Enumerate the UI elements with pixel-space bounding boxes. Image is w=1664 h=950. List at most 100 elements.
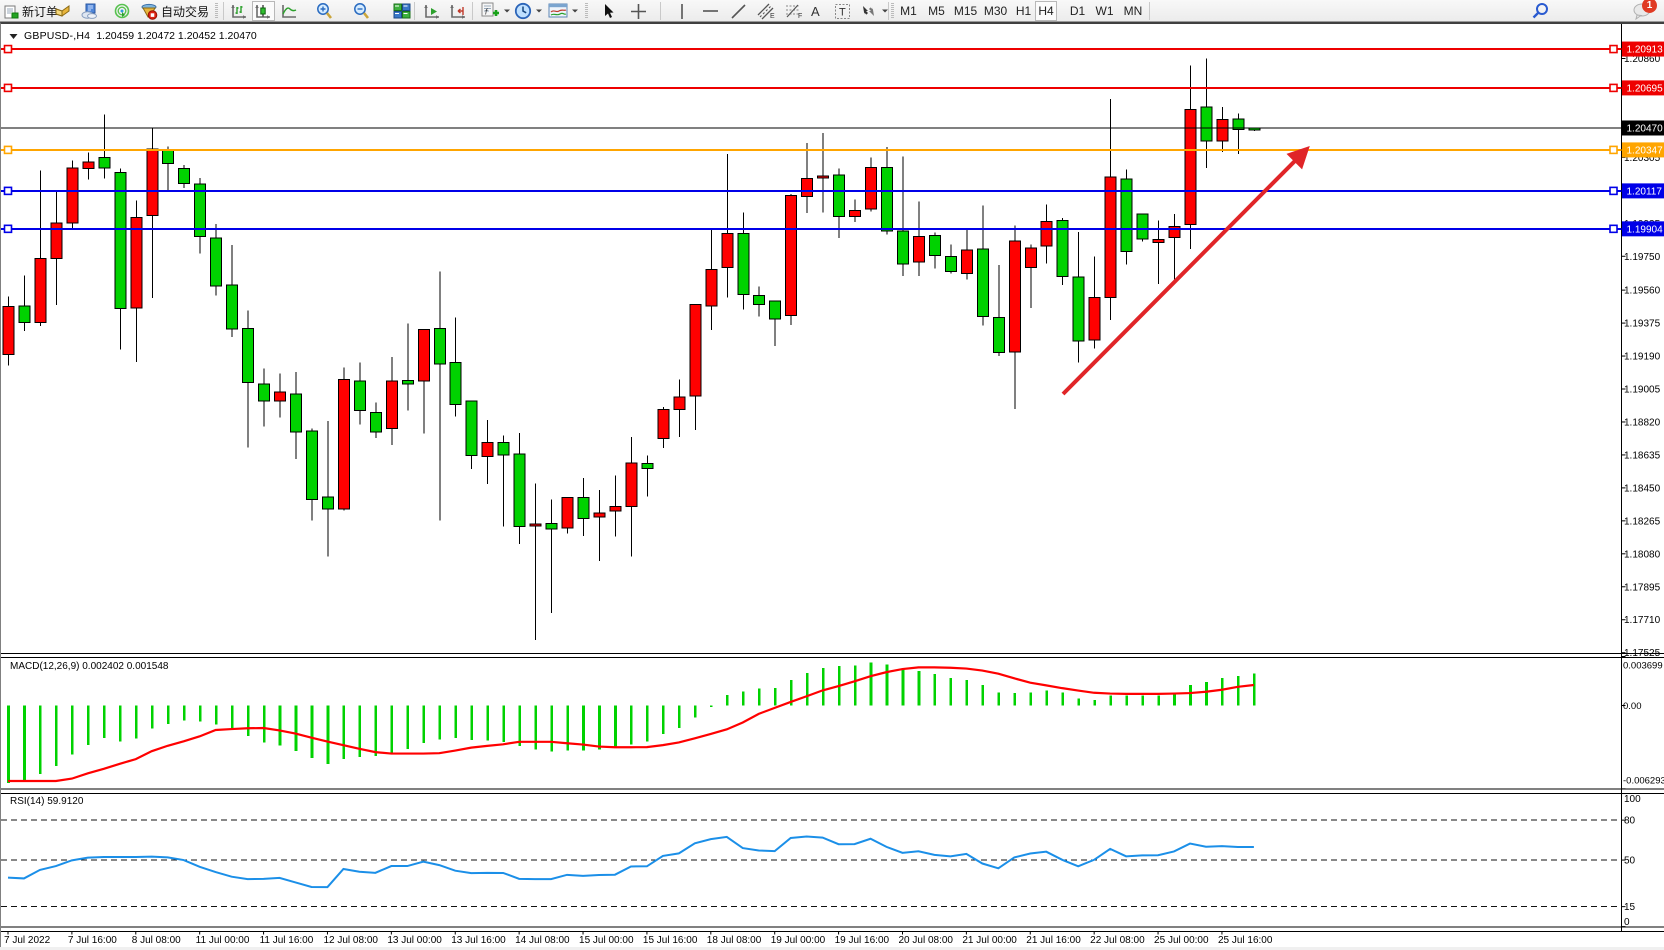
zoom-in-icon — [317, 3, 333, 19]
candle-bearish — [801, 177, 814, 197]
time-axis-label: 13 Jul 16:00 — [451, 935, 506, 946]
candle-bullish — [513, 453, 526, 528]
candle-bearish — [1088, 296, 1101, 341]
tile-windows-button[interactable] — [391, 1, 413, 21]
timeframe-h4[interactable]: H4 — [1035, 1, 1057, 21]
dropdown-caret-icon — [536, 9, 542, 13]
chart-canvas[interactable]: 1.208601.206751.204901.203051.201201.199… — [1, 24, 1664, 949]
time-axis-label: 11 Jul 00:00 — [196, 935, 250, 946]
candle-bullish — [353, 380, 366, 411]
clock-icon — [514, 2, 532, 20]
candle-bullish — [162, 149, 175, 165]
candle-bearish — [657, 409, 670, 439]
line-anchor — [1609, 44, 1618, 54]
arrows-button[interactable] — [858, 1, 891, 21]
vertical-line-button[interactable] — [673, 1, 691, 21]
trendline-button[interactable] — [728, 1, 749, 21]
new-order-button[interactable]: 新订单 — [2, 1, 60, 21]
autotrading-button[interactable]: 自动交易 — [138, 1, 211, 21]
chart-window[interactable]: GBPUSD-,H4 1.20459 1.20472 1.20452 1.204… — [0, 22, 1664, 947]
candle-bullish — [497, 441, 510, 456]
arrows-icon — [863, 6, 874, 17]
text-button[interactable]: A — [811, 3, 820, 19]
rsi-label: RSI(14) 59.9120 — [10, 796, 84, 807]
candle-bullish — [433, 327, 446, 365]
radar-signal-icon — [114, 3, 130, 19]
macd-axis-label: 0.003699 — [1623, 661, 1663, 672]
market-watch-button[interactable] — [52, 1, 74, 21]
rsi-axis-label: 80 — [1624, 816, 1636, 827]
toolbar-grip[interactable] — [585, 3, 588, 19]
horizontal-line-button[interactable] — [700, 1, 721, 21]
timeframe-m30[interactable]: M30 — [983, 4, 1008, 18]
price-axis-tick-label: 1.19190 — [1624, 352, 1661, 363]
crosshair-button[interactable] — [628, 1, 649, 21]
equidistant-channel-button[interactable]: E — [755, 1, 778, 21]
line-anchor — [1609, 224, 1618, 234]
time-axis-label: 14 Jul 08:00 — [515, 935, 570, 946]
candle-bearish — [1024, 247, 1037, 269]
candle-bullish — [737, 233, 750, 296]
candle-bearish — [529, 523, 542, 527]
bar-chart-button[interactable] — [229, 1, 250, 21]
periods-button[interactable] — [512, 1, 545, 21]
text-label-button[interactable]: T — [832, 1, 853, 21]
candle-bearish — [1168, 226, 1181, 239]
autotrading-icon — [141, 3, 158, 20]
candle-bearish — [785, 195, 798, 317]
toolbar-separator — [660, 2, 661, 20]
toolbar-separator — [414, 2, 415, 20]
price-axis-tick-label: 1.19005 — [1624, 385, 1661, 396]
fibonacci-button[interactable]: F — [783, 1, 806, 21]
cursor-icon — [605, 3, 614, 18]
timeframe-h1[interactable]: H1 — [1015, 4, 1032, 18]
toolbar-grip[interactable] — [891, 3, 894, 19]
price-axis-tick-label: 1.18635 — [1624, 450, 1661, 461]
timeframe-m15[interactable]: M15 — [953, 4, 978, 18]
timeframe-d1[interactable]: D1 — [1069, 4, 1086, 18]
notifications-button[interactable]: 1 — [1630, 0, 1658, 21]
candle-bearish — [721, 233, 734, 268]
time-axis-label: 21 Jul 00:00 — [962, 935, 1017, 946]
price-axis-tick-label: 1.17895 — [1624, 582, 1661, 593]
candle-bearish — [66, 167, 79, 224]
candle-bullish — [401, 379, 414, 385]
candle-bullish — [928, 235, 941, 257]
candle-bearish — [1184, 108, 1197, 226]
zoom-in-button[interactable] — [313, 1, 336, 21]
price-axis-tick-label: 1.19560 — [1624, 286, 1661, 297]
price-line-label: 1.20117 — [1627, 186, 1663, 197]
price-line-label-box — [1622, 120, 1664, 136]
templates-button[interactable] — [546, 1, 581, 21]
line-chart-button[interactable] — [279, 1, 300, 21]
candle-bullish — [944, 256, 957, 272]
candlestick-chart-button[interactable] — [252, 1, 275, 21]
dropdown-caret-icon — [882, 9, 888, 13]
timeframe-m1[interactable]: M1 — [900, 4, 917, 18]
candle-bearish — [130, 216, 143, 309]
line-anchor — [1609, 145, 1618, 155]
price-axis-tick-label: 1.17525 — [1624, 648, 1661, 659]
auto-scroll-button[interactable] — [422, 1, 443, 21]
candle-bullish — [1056, 219, 1069, 278]
candle-bullish — [114, 171, 127, 310]
timeframe-w1[interactable]: W1 — [1095, 4, 1114, 18]
time-axis-label: 21 Jul 16:00 — [1026, 935, 1081, 946]
horizontal-line-icon — [703, 10, 718, 12]
timeframe-m5[interactable]: M5 — [928, 4, 945, 18]
timeframe-mn[interactable]: MN — [1123, 4, 1143, 18]
channel-icon: E — [757, 3, 775, 20]
candle-bearish — [2, 305, 15, 355]
search-button[interactable] — [1529, 1, 1552, 21]
signals-button[interactable] — [112, 1, 133, 21]
chart-shift-button[interactable] — [448, 1, 469, 21]
zoom-out-icon — [354, 3, 370, 19]
candle-bullish — [1232, 118, 1245, 131]
data-window-button[interactable] — [79, 1, 101, 21]
toolbar-grip[interactable] — [215, 3, 218, 19]
indicators-button[interactable]: f — [478, 1, 513, 21]
zoom-out-button[interactable] — [350, 1, 373, 21]
cursor-button[interactable] — [598, 1, 618, 21]
expand-caret-icon[interactable] — [9, 33, 18, 40]
